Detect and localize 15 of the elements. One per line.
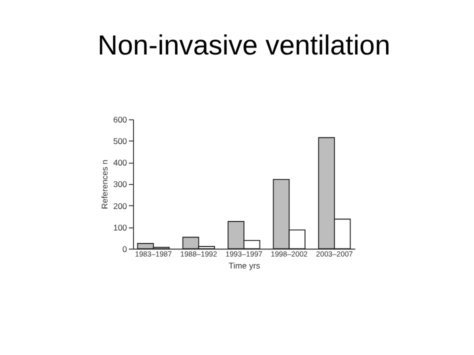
y-tick-label: 500 [113,136,128,146]
x-tick-label: 1998–2002 [270,250,308,259]
y-tick-label: 200 [113,200,128,211]
y-tick-label: 600 [113,114,128,125]
x-tick-label: 2003–2007 [316,250,353,259]
x-tick-label: 1993–1997 [225,250,262,259]
y-tick-label: 100 [113,222,128,232]
y-tick-label: 0 [122,244,128,254]
x-tick-label: 1983–1987 [134,250,172,259]
chart-title: Non-invasive ventilation [98,30,390,61]
x-axis-title: Time yrs [228,260,260,271]
y-tick-label: 400 [113,158,128,168]
y-axis-title: References n [100,159,110,210]
x-tick-label: 1988–1992 [180,250,218,259]
y-tick-label: 300 [113,179,128,190]
